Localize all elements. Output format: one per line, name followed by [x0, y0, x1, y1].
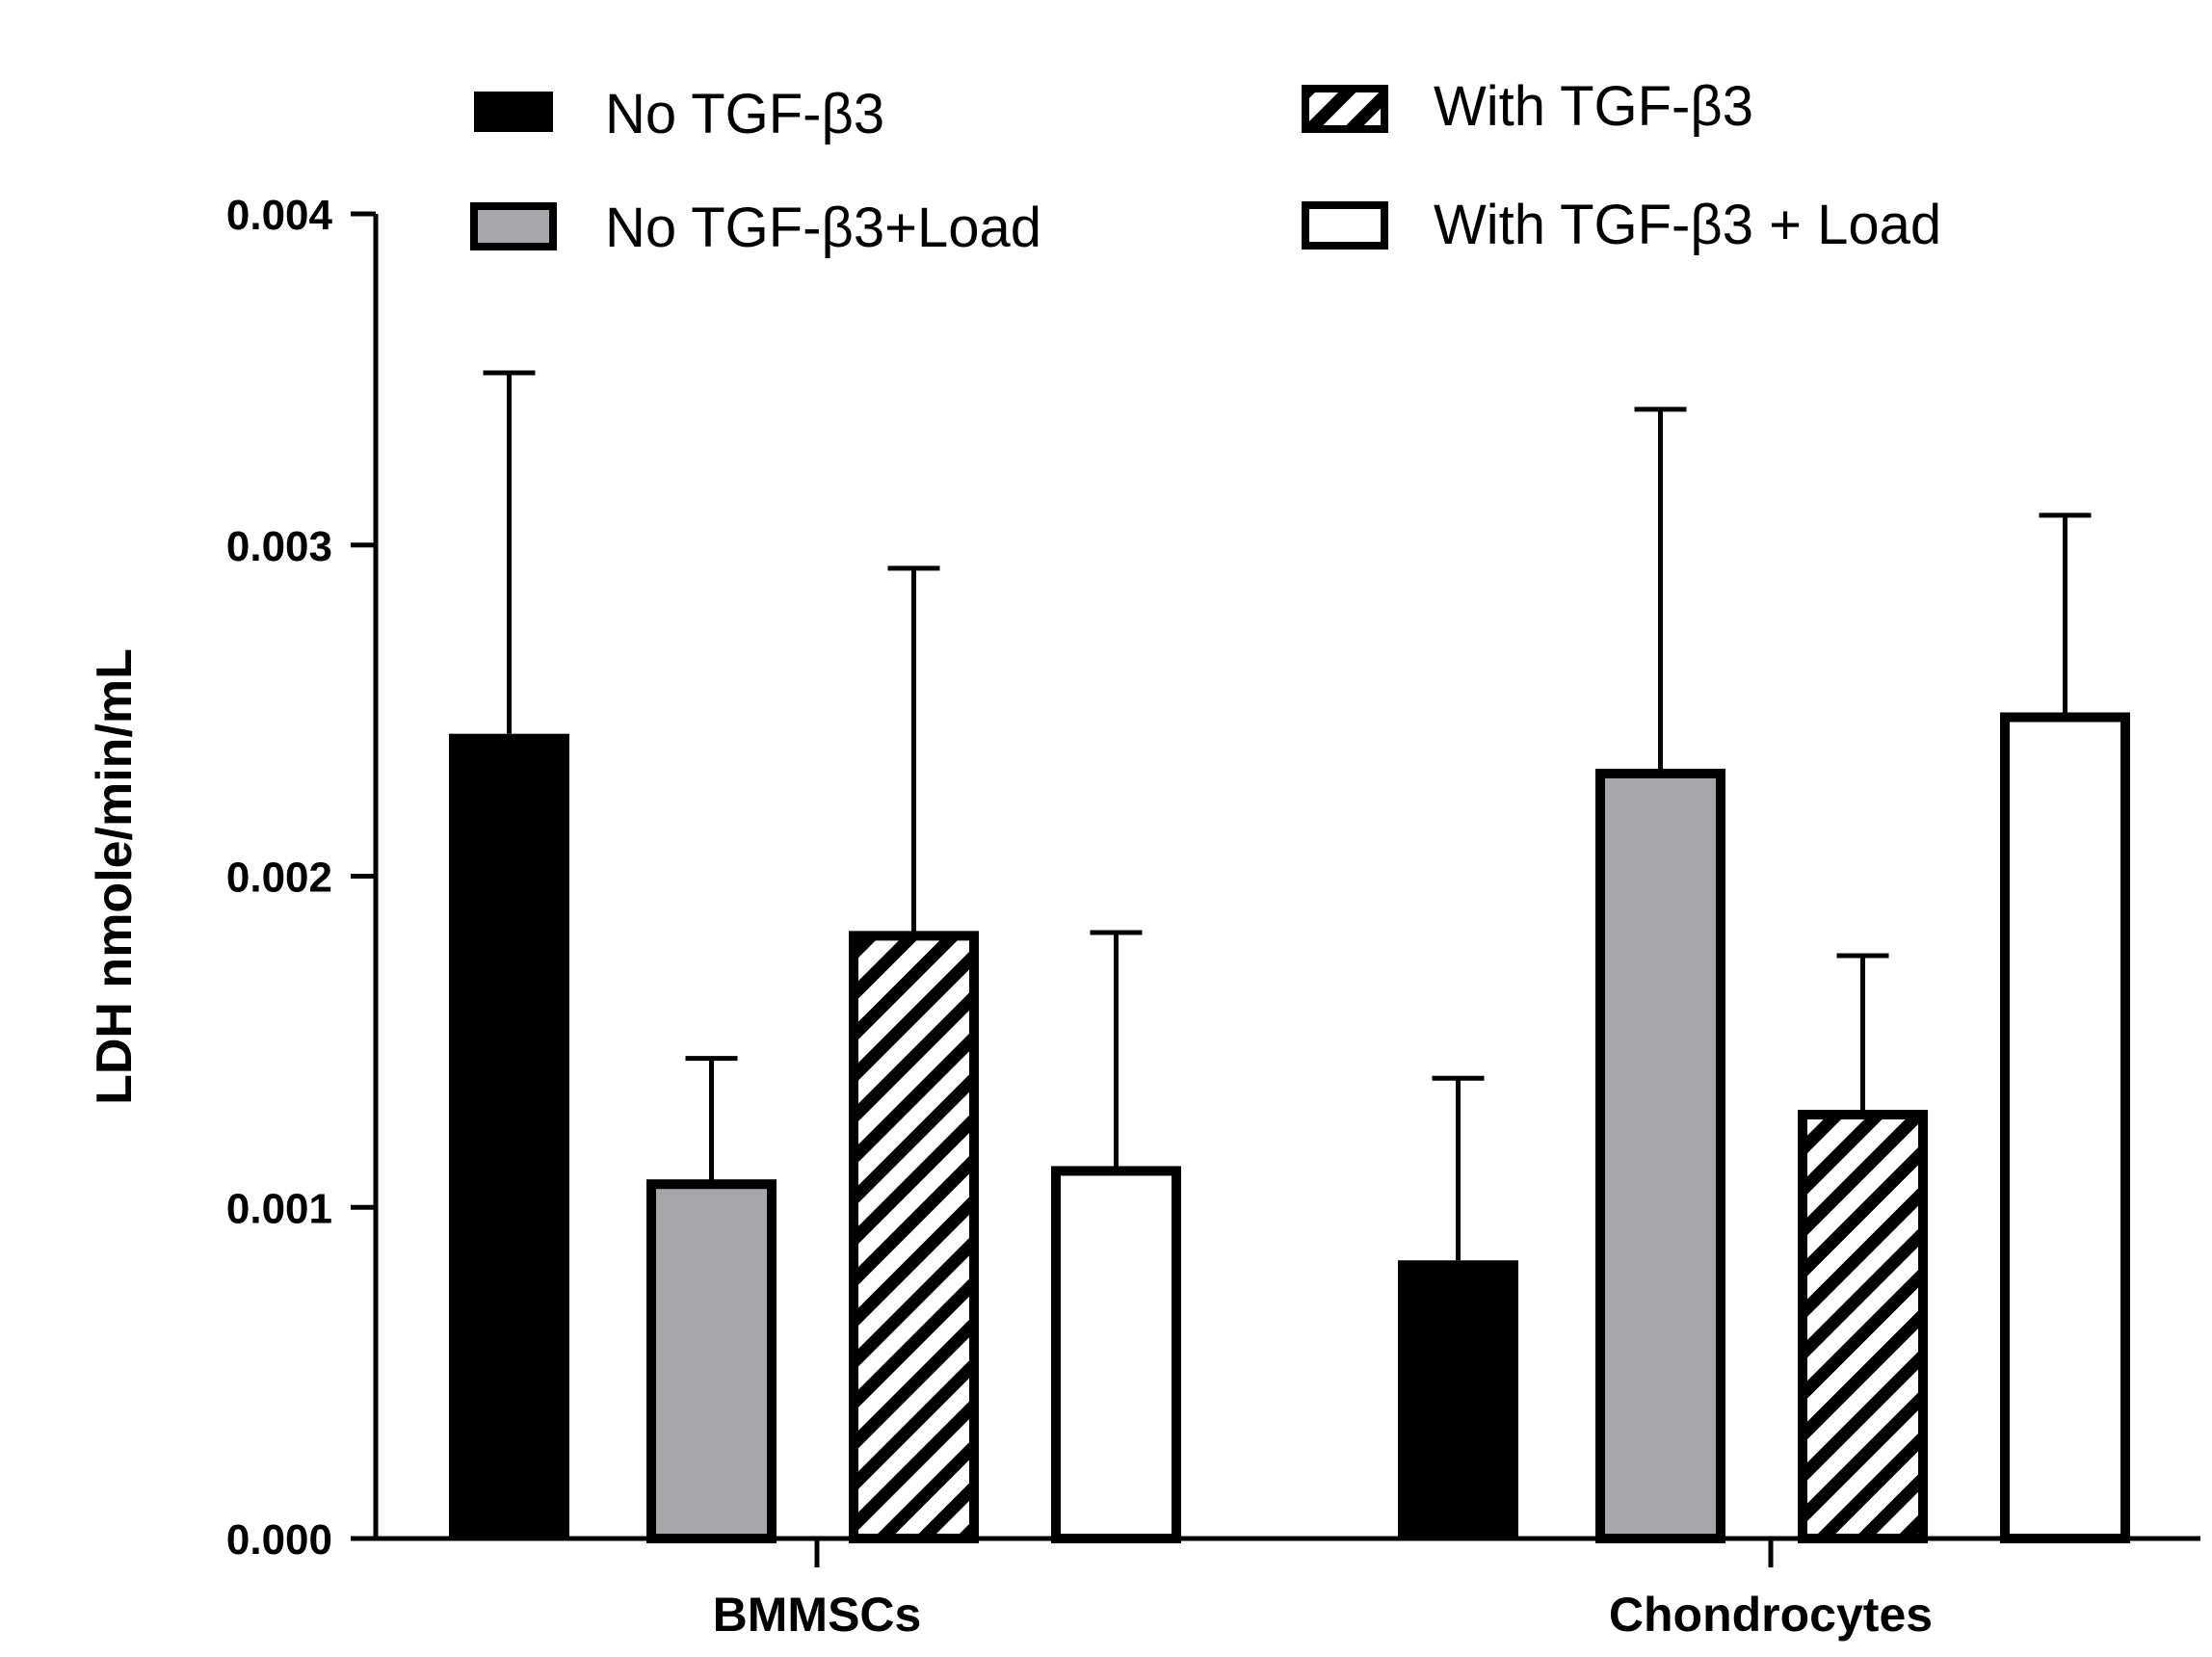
bar-chondrocytes-4 — [2000, 712, 2130, 1543]
bar-bmmscs-3 — [849, 931, 979, 1543]
legend-label-1: No TGF-β3 — [605, 83, 884, 145]
legend-label-3: With TGF-β3 — [1434, 75, 1753, 138]
x-tick-label-bmmscs: BMMSCs — [713, 1588, 922, 1642]
y-tick-label: 0.004 — [226, 192, 333, 239]
y-tick-label: 0.000 — [226, 1516, 332, 1564]
bar-bmmscs-1 — [449, 733, 569, 1539]
y-axis-label: LDH nmole/min/mL — [87, 648, 143, 1105]
bar-bmmscs-4 — [1051, 1166, 1181, 1543]
legend-swatch-3 — [1302, 85, 1388, 133]
bars-layer — [449, 712, 2130, 1543]
legend-label-4: With TGF-β3 + Load — [1434, 194, 1941, 256]
y-tick-label: 0.002 — [226, 855, 332, 902]
bar-chondrocytes-2 — [1595, 768, 1725, 1543]
legend-swatch-1 — [474, 92, 553, 132]
y-tick-label: 0.001 — [226, 1185, 332, 1232]
x-tick-label-chondrocytes: Chondrocytes — [1609, 1588, 1933, 1642]
axes: 0.000 0.001 0.002 0.003 0.004 BMMSCs Chondrocy… — [226, 192, 2200, 1642]
bar-chondrocytes-3 — [1798, 1110, 1928, 1543]
bar-bmmscs-2 — [646, 1179, 777, 1543]
legend-label-2: No TGF-β3+Load — [605, 197, 1041, 259]
legend-swatch-4 — [1302, 201, 1388, 250]
error-bars-layer — [483, 370, 2092, 1261]
legend-swatch-2 — [470, 202, 557, 250]
bar-chondrocytes-1 — [1398, 1260, 1518, 1539]
legend: No TGF-β3 No TGF-β3+Load With TGF-β3 With T… — [470, 75, 1941, 259]
y-tick-label: 0.003 — [226, 523, 332, 570]
